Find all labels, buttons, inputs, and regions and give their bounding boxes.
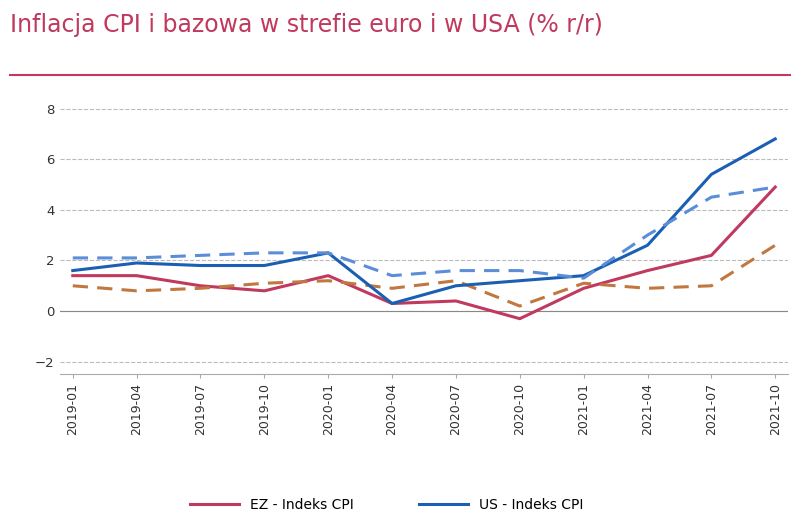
Text: Inflacja CPI i bazowa w strefie euro i w USA (% r/r): Inflacja CPI i bazowa w strefie euro i w… xyxy=(10,13,603,37)
Legend: EZ - Indeks CPI, EZ - Indeks bazowy, US - Indeks CPI, US - Indeks bazowy: EZ - Indeks CPI, EZ - Indeks bazowy, US … xyxy=(185,492,620,520)
